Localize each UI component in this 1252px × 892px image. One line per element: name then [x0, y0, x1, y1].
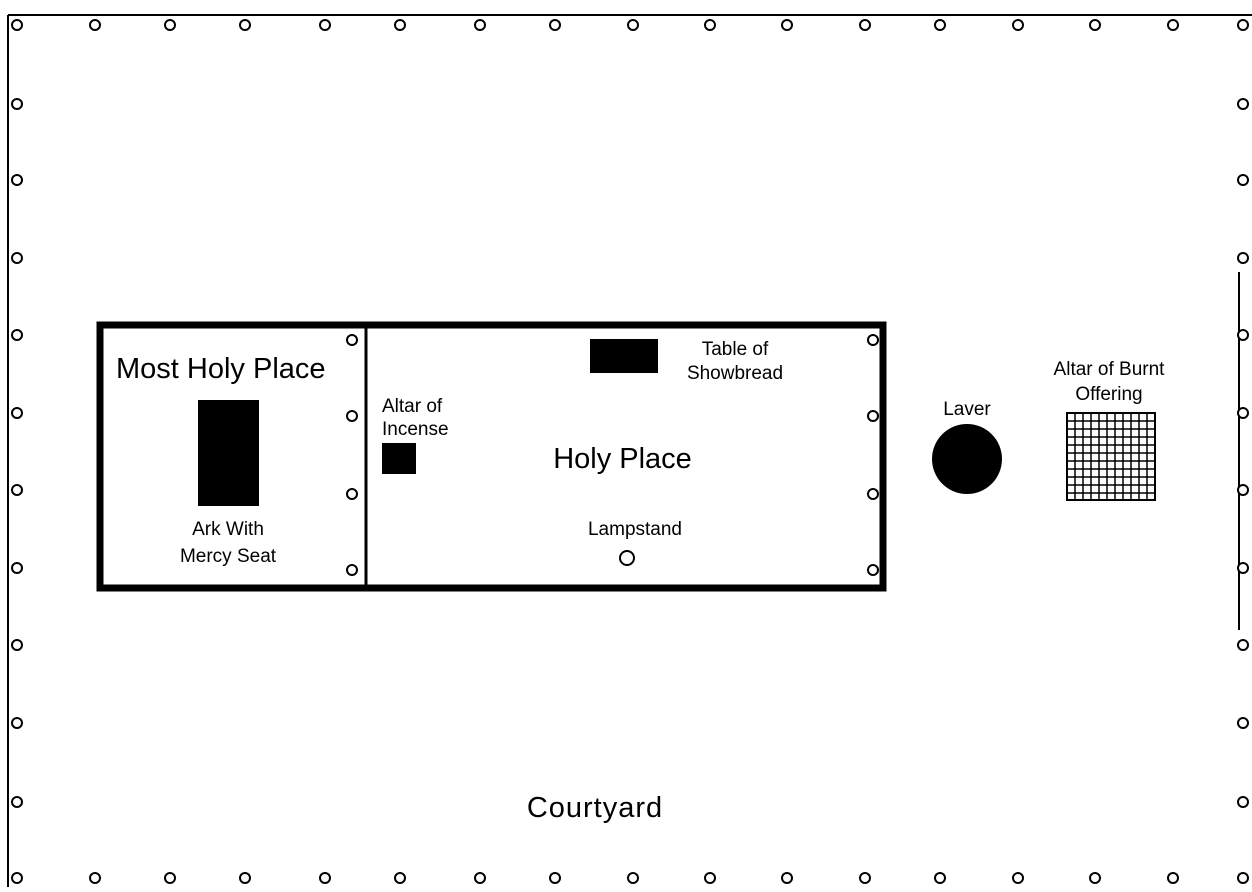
courtyard-post — [934, 19, 946, 31]
courtyard-post — [11, 717, 23, 729]
lampstand — [619, 550, 635, 566]
laver-label: Laver — [943, 399, 991, 420]
courtyard-post — [1012, 19, 1024, 31]
laver — [932, 424, 1002, 494]
courtyard-post — [781, 19, 793, 31]
courtyard-post — [89, 872, 101, 884]
altar-of-burnt-offering-label-line2: Offering — [1075, 384, 1143, 405]
courtyard-posts — [11, 19, 1249, 884]
courtyard-post — [394, 19, 406, 31]
tabernacle-post — [867, 410, 879, 422]
courtyard-post — [1237, 872, 1249, 884]
courtyard-post — [11, 174, 23, 186]
courtyard-post — [11, 562, 23, 574]
tabernacle-outline — [96, 321, 887, 592]
courtyard-label: Courtyard — [526, 792, 664, 824]
courtyard-post — [1237, 562, 1249, 574]
tabernacle-post — [346, 488, 358, 500]
ark-label-line2: Mercy Seat — [179, 546, 277, 567]
courtyard-post — [549, 19, 561, 31]
altar-of-incense-label-line2: Incense — [382, 419, 449, 440]
courtyard-post — [1237, 717, 1249, 729]
courtyard-post — [319, 19, 331, 31]
courtyard-post — [394, 872, 406, 884]
courtyard-post — [11, 796, 23, 808]
courtyard-post — [1237, 329, 1249, 341]
tabernacle-post — [346, 564, 358, 576]
courtyard-post — [1237, 98, 1249, 110]
courtyard-post — [11, 98, 23, 110]
holy-place-label: Holy Place — [553, 443, 692, 475]
courtyard-post — [1237, 407, 1249, 419]
courtyard-post — [164, 872, 176, 884]
altar-of-incense-label-line1: Altar of — [382, 396, 443, 417]
tabernacle-post — [867, 488, 879, 500]
courtyard-post — [1167, 19, 1179, 31]
courtyard-post — [11, 19, 23, 31]
courtyard-post — [164, 19, 176, 31]
courtyard-post — [1237, 796, 1249, 808]
courtyard-post — [934, 872, 946, 884]
courtyard-post — [1167, 872, 1179, 884]
tabernacle-post — [346, 334, 358, 346]
courtyard-post — [11, 639, 23, 651]
tabernacle-post — [867, 564, 879, 576]
courtyard-post — [781, 872, 793, 884]
courtyard-post — [89, 19, 101, 31]
courtyard-post — [11, 484, 23, 496]
courtyard-post — [474, 872, 486, 884]
courtyard-post — [704, 19, 716, 31]
tabernacle-post — [346, 410, 358, 422]
courtyard-post — [1089, 19, 1101, 31]
courtyard-post — [704, 872, 716, 884]
courtyard-post — [474, 19, 486, 31]
courtyard-post — [627, 19, 639, 31]
courtyard-post — [1089, 872, 1101, 884]
courtyard-post — [11, 407, 23, 419]
courtyard-post — [239, 872, 251, 884]
table-of-showbread-label-line1: Table of — [701, 339, 769, 360]
tabernacle-posts — [346, 334, 879, 576]
table-of-showbread — [590, 339, 658, 373]
courtyard-post — [11, 252, 23, 264]
courtyard-post — [859, 19, 871, 31]
courtyard-post — [1237, 252, 1249, 264]
courtyard-post — [11, 872, 23, 884]
courtyard-post — [627, 872, 639, 884]
courtyard-post — [319, 872, 331, 884]
ark-of-covenant — [198, 400, 259, 506]
courtyard-post — [239, 19, 251, 31]
courtyard-post — [1012, 872, 1024, 884]
tabernacle-post — [867, 334, 879, 346]
lampstand-label: Lampstand — [587, 519, 682, 540]
courtyard-post — [1237, 484, 1249, 496]
altar-of-burnt-offering — [1066, 412, 1156, 501]
courtyard-post — [1237, 174, 1249, 186]
table-of-showbread-label-line2: Showbread — [686, 363, 784, 384]
most-holy-place-label: Most Holy Place — [116, 353, 326, 385]
altar-of-burnt-offering-label-line1: Altar of Burnt — [1053, 359, 1165, 380]
courtyard-post — [1237, 19, 1249, 31]
courtyard-post — [859, 872, 871, 884]
courtyard-post — [11, 329, 23, 341]
ark-label-line1: Ark With — [192, 519, 264, 540]
courtyard-post — [1237, 639, 1249, 651]
courtyard-post — [549, 872, 561, 884]
altar-of-incense — [382, 443, 416, 474]
